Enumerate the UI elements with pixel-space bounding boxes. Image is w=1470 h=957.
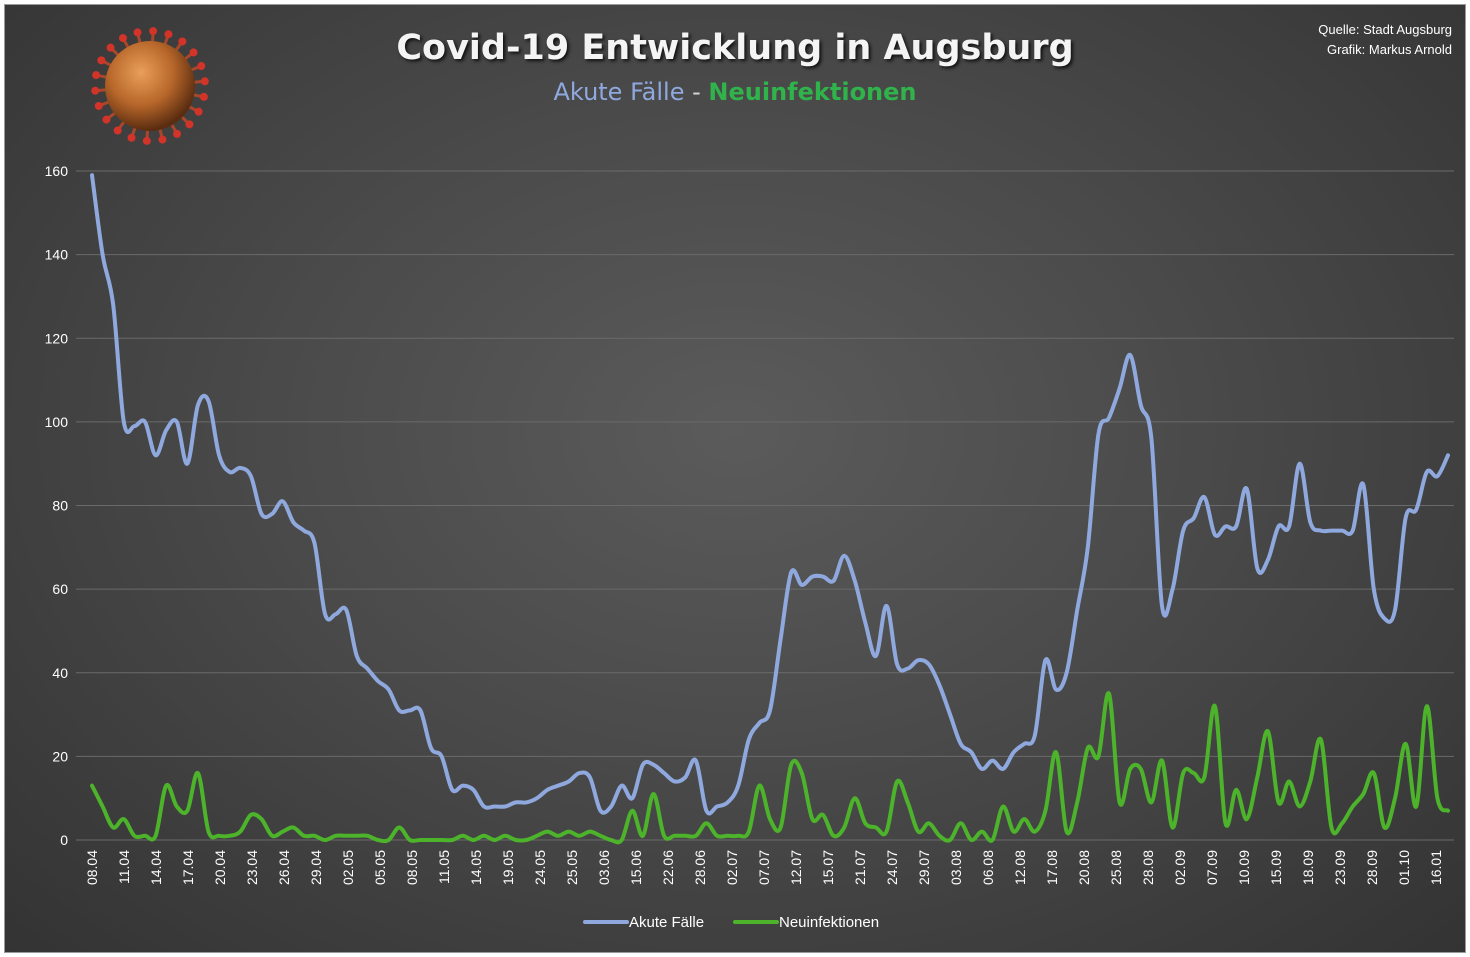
x-tick-label: 29.07 bbox=[916, 850, 932, 885]
x-tick-label: 12.08 bbox=[1012, 850, 1028, 885]
x-tick-label: 17.08 bbox=[1044, 850, 1060, 885]
author-credit: Grafik: Markus Arnold bbox=[1327, 42, 1452, 57]
x-tick-label: 10.09 bbox=[1236, 850, 1252, 885]
x-tick-label: 01.10 bbox=[1396, 850, 1412, 885]
x-tick-label: 12.07 bbox=[788, 850, 804, 885]
coronavirus-icon bbox=[91, 27, 209, 145]
chart-subtitle: Akute Fälle - Neuinfektionen bbox=[0, 78, 1470, 106]
x-axis: 08.04 11.04 14.04 17.04 20.04 23.04 26.04 29.04… bbox=[84, 850, 1444, 885]
subtitle-separator: - bbox=[684, 78, 709, 106]
x-tick-label: 25.08 bbox=[1108, 850, 1124, 885]
x-tick-label: 20.08 bbox=[1076, 850, 1092, 885]
x-tick-label: 06.08 bbox=[980, 850, 996, 885]
x-tick-label: 29.04 bbox=[308, 850, 324, 885]
y-tick-label: 60 bbox=[52, 581, 68, 597]
x-tick-label: 15.09 bbox=[1268, 850, 1284, 885]
y-tick-label: 160 bbox=[45, 163, 69, 179]
x-tick-label: 23.04 bbox=[244, 850, 260, 885]
y-tick-label: 120 bbox=[45, 330, 69, 346]
series-lines bbox=[90, 173, 1450, 845]
x-tick-label: 11.04 bbox=[116, 850, 132, 884]
x-tick-label: 03.06 bbox=[596, 850, 612, 885]
chart-title: Covid-19 Entwicklung in Augsburg bbox=[396, 28, 1074, 68]
series-line-neu bbox=[90, 691, 1450, 845]
legend-label-akute: Akute Fälle bbox=[629, 914, 704, 931]
x-tick-label: 08.04 bbox=[84, 850, 100, 885]
x-tick-label: 15.06 bbox=[628, 850, 644, 885]
x-tick-label: 07.07 bbox=[756, 850, 772, 885]
x-tick-label: 25.05 bbox=[564, 850, 580, 885]
credits: Quelle: Stadt Augsburg Grafik: Markus Ar… bbox=[1318, 20, 1452, 60]
x-tick-label: 02.05 bbox=[340, 850, 356, 885]
x-tick-label: 17.04 bbox=[180, 850, 196, 885]
x-tick-label: 26.04 bbox=[276, 850, 292, 885]
y-tick-label: 80 bbox=[52, 498, 68, 514]
y-tick-label: 140 bbox=[45, 247, 69, 263]
x-tick-label: 24.05 bbox=[532, 850, 548, 885]
x-tick-label: 02.07 bbox=[724, 850, 740, 885]
x-tick-label: 03.08 bbox=[948, 850, 964, 885]
x-tick-label: 02.09 bbox=[1172, 850, 1188, 885]
legend-label-neu: Neuinfektionen bbox=[779, 914, 879, 931]
y-tick-label: 20 bbox=[52, 748, 68, 764]
x-tick-label: 14.04 bbox=[148, 850, 164, 885]
x-tick-label: 21.07 bbox=[852, 850, 868, 885]
legend: Akute Fälle Neuinfektionen bbox=[583, 914, 879, 931]
y-axis: 0 20 40 60 80 100 120 140 160 bbox=[45, 163, 69, 848]
x-tick-label: 16.01 bbox=[1428, 850, 1444, 885]
x-tick-label: 08.05 bbox=[404, 850, 420, 885]
x-tick-label: 19.05 bbox=[500, 850, 516, 885]
x-tick-label: 20.04 bbox=[212, 850, 228, 885]
x-tick-label: 11.05 bbox=[436, 850, 452, 884]
x-tick-label: 22.06 bbox=[660, 850, 676, 885]
x-tick-label: 28.08 bbox=[1140, 850, 1156, 885]
subtitle-neu: Neuinfektionen bbox=[708, 78, 917, 106]
x-tick-label: 15.07 bbox=[820, 850, 836, 885]
y-tick-label: 100 bbox=[45, 414, 69, 430]
source-credit: Quelle: Stadt Augsburg bbox=[1318, 22, 1452, 37]
x-tick-label: 07.09 bbox=[1204, 850, 1220, 885]
subtitle-akute: Akute Fälle bbox=[553, 78, 685, 106]
series-line-akute bbox=[90, 173, 1450, 816]
x-tick-label: 23.09 bbox=[1332, 850, 1348, 885]
x-tick-label: 28.09 bbox=[1364, 850, 1380, 885]
gridlines bbox=[76, 170, 1454, 841]
x-tick-label: 18.09 bbox=[1300, 850, 1316, 885]
x-tick-label: 24.07 bbox=[884, 850, 900, 885]
x-tick-label: 14.05 bbox=[468, 850, 484, 885]
y-tick-label: 40 bbox=[52, 665, 68, 681]
x-tick-label: 05.05 bbox=[372, 850, 388, 885]
x-tick-label: 28.06 bbox=[692, 850, 708, 885]
y-tick-label: 0 bbox=[60, 832, 68, 848]
